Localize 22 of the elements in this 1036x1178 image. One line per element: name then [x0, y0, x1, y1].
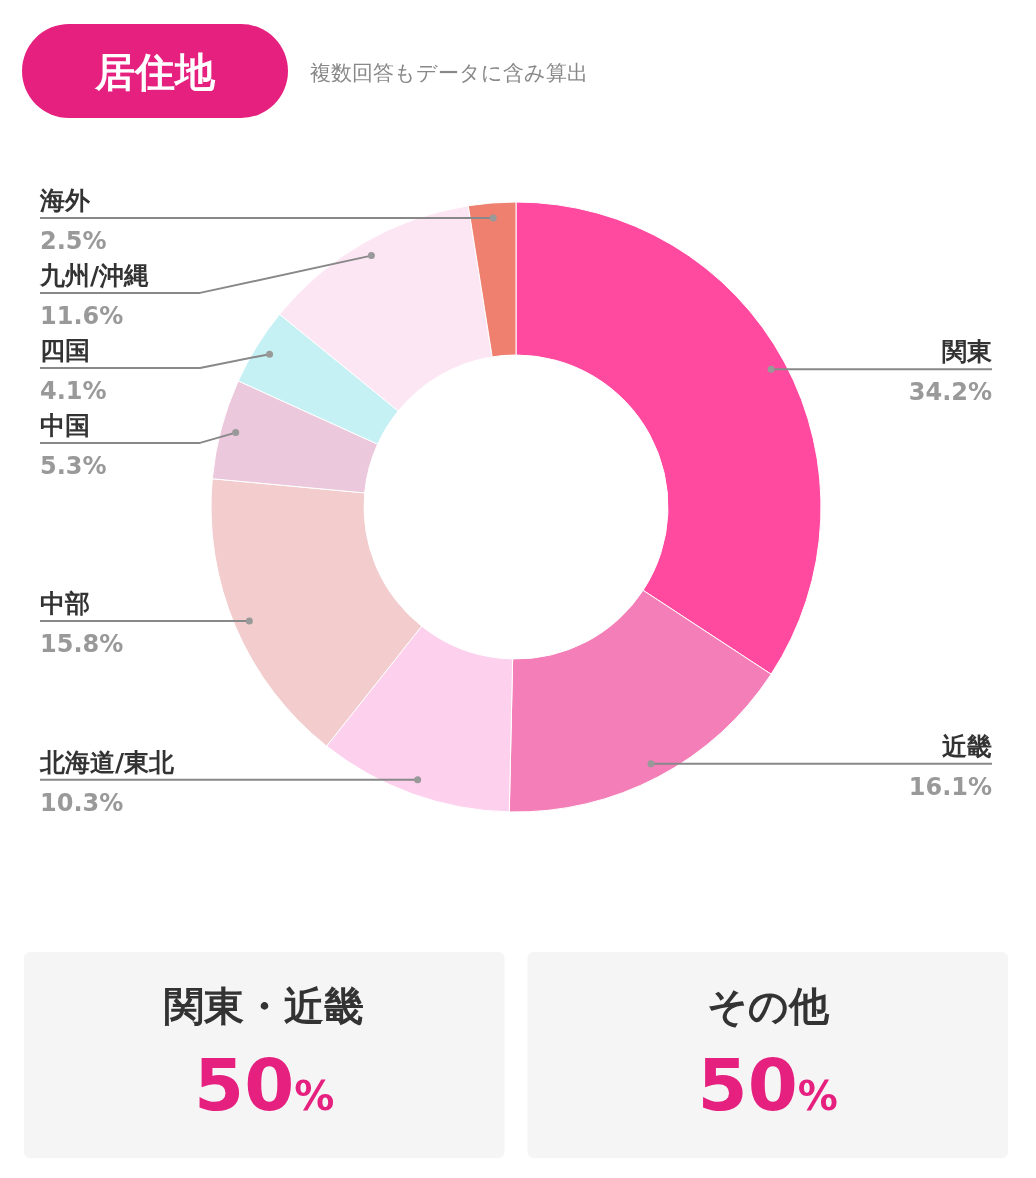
text: 関東・近畿: [164, 983, 365, 1029]
data-label: 2.5%: [40, 226, 107, 255]
text: その他: [706, 983, 830, 1029]
slice-label: 近畿: [942, 731, 992, 761]
chart-title: 居住地: [94, 49, 216, 95]
data-label: 34.2%: [908, 378, 992, 407]
slice-label: 海外: [39, 185, 91, 215]
data-label: 10.3%: [40, 788, 124, 817]
chart-subtitle: 複数回答もデータに含み算出: [310, 61, 588, 85]
data-label: 16.1%: [908, 772, 992, 801]
data-label: 4.1%: [40, 376, 107, 405]
slice-label: 関東: [942, 337, 992, 367]
slice-label: 北海道/東北: [39, 747, 176, 777]
text: 50%: [697, 1043, 838, 1127]
data-label: 11.6%: [40, 301, 124, 330]
data-label: 15.8%: [40, 630, 124, 659]
text: 50%: [194, 1043, 335, 1127]
slice-label: 中部: [40, 589, 90, 619]
slice-label: 九州/沖縄: [39, 260, 150, 290]
slice-label: 中国: [40, 410, 90, 440]
slice-label: 四国: [40, 335, 90, 365]
data-label: 5.3%: [40, 451, 107, 480]
